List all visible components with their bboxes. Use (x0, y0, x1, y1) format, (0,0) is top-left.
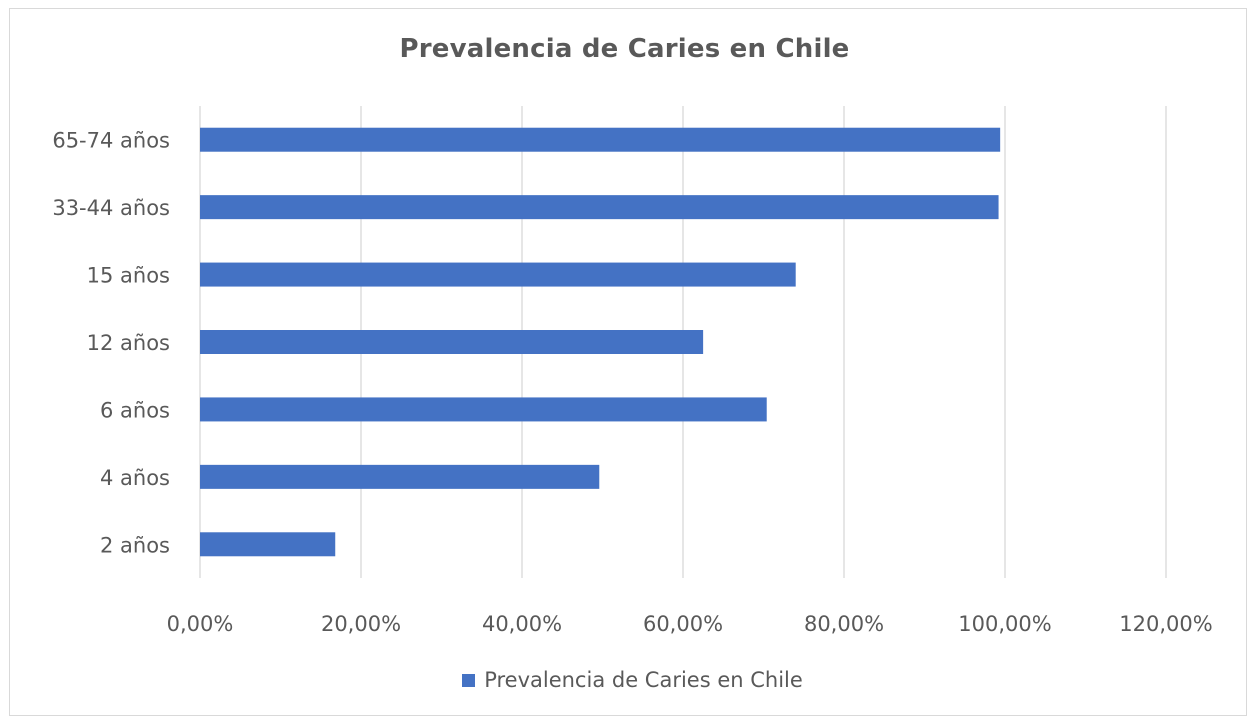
legend-label: Prevalencia de Caries en Chile (484, 668, 803, 692)
legend-swatch (462, 673, 476, 687)
x-tick-label: 0,00% (167, 612, 234, 636)
x-tick-label: 80,00% (804, 612, 884, 636)
bar (200, 195, 999, 220)
bar (200, 532, 336, 557)
x-tick-label: 60,00% (643, 612, 723, 636)
bar (200, 464, 600, 489)
y-tick-label: 65-74 años (52, 129, 170, 153)
chart-frame (9, 8, 1247, 716)
bar (200, 397, 767, 422)
y-tick-label: 6 años (100, 398, 170, 422)
y-tick-label: 15 años (87, 264, 170, 288)
bar (200, 330, 704, 354)
chart-title: Prevalencia de Caries en Chile (399, 34, 850, 64)
y-tick-label: 4 años (100, 466, 170, 490)
x-tick-label: 20,00% (321, 612, 401, 636)
x-tick-label: 100,00% (958, 612, 1051, 636)
y-tick-label: 2 años (100, 533, 170, 557)
y-tick-label: 12 años (87, 331, 170, 355)
y-tick-label: 33-44 años (52, 196, 170, 220)
x-tick-label: 40,00% (482, 612, 562, 636)
legend: Prevalencia de Caries en Chile (0, 668, 1249, 692)
x-tick-label: 120,00% (1119, 612, 1212, 636)
bar (200, 127, 1001, 152)
bar (200, 262, 796, 287)
